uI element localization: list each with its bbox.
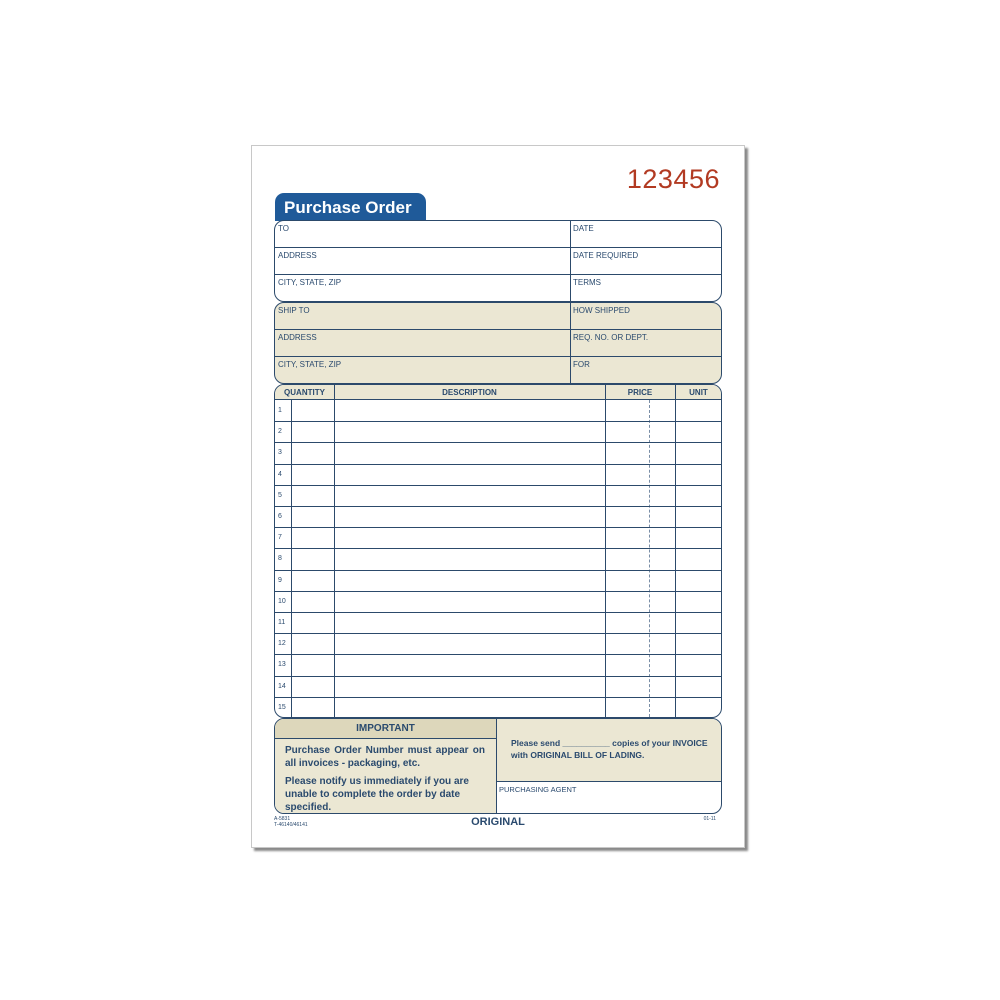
field-label: ADDRESS [278,251,317,260]
table-row[interactable]: 12 [278,640,286,648]
code-1: A-5831 [274,816,291,822]
table-row[interactable]: 11 [278,619,286,626]
table-row[interactable]: 1 [278,407,282,414]
table-row[interactable]: 8 [278,555,282,563]
invoice-note: Please send __________ copies of your IN… [511,738,708,760]
field-label: TO [278,224,289,233]
important-line-1: Purchase Order Number must appear on all… [285,745,485,769]
code-2: T-46140/46141 [274,822,308,828]
ship-section-field[interactable]: FOR [570,357,721,383]
header-description: DESCRIPTION [442,388,497,397]
table-row[interactable]: 9 [278,576,282,584]
table-row[interactable]: 7 [278,534,282,542]
field-label: HOW SHIPPED [573,306,630,315]
form-title: Purchase Order [275,193,426,221]
table-row[interactable]: 5 [278,491,282,499]
vendor-section: TO ADDRESS CITY, STATE, ZIP DATE DATE REQUIR… [274,220,722,302]
ship-section-field[interactable]: ADDRESS [275,330,570,357]
ship-section-field[interactable]: REQ. NO. OR DEPT. [570,330,721,357]
header-price: PRICE [627,388,653,397]
field-label: CITY, STATE, ZIP [278,360,342,369]
field-label: DATE [573,224,594,233]
field-label: CITY, STATE, ZIP [278,278,342,287]
field-label: TERMS [573,278,601,287]
date-code: 01-11 [703,816,716,822]
important-line-2: Please notify us immediately if you are … [285,776,469,813]
vendor-section-field[interactable]: CITY, STATE, ZIP [275,275,570,301]
vendor-section-field[interactable]: DATE REQUIRED [570,248,721,275]
form-number: 123456 [626,164,720,194]
vendor-section-field[interactable]: TERMS [570,275,721,301]
table-row[interactable]: 13 [278,661,286,669]
table-row[interactable]: 14 [278,682,286,690]
ship-section-field[interactable]: SHIP TO [275,303,570,330]
form-code: A-5831 T-46140/46141 [274,816,308,828]
field-label: REQ. NO. OR DEPT. [573,333,649,342]
field-label: SHIP TO [278,306,310,315]
important-heading: IMPORTANT [275,719,496,739]
ship-section-field[interactable]: HOW SHIPPED [570,303,721,330]
ship-section: SHIP TO ADDRESS CITY, STATE, ZIP HOW SHIPPE… [274,302,722,384]
table-row[interactable]: 10 [278,597,286,605]
field-label: FOR [573,360,590,369]
table-row[interactable]: 6 [278,513,282,520]
copy-label: ORIGINAL [471,816,525,828]
vendor-section-field[interactable]: ADDRESS [275,248,570,275]
header-unit: UNIT [689,388,708,397]
table-row[interactable]: 3 [278,449,282,457]
header-quantity: QUANTITY [284,388,325,397]
bottom-section: IMPORTANT Purchase Order Number must app… [274,718,722,814]
table-row[interactable]: 15 [278,703,286,711]
vendor-section-field[interactable]: DATE [570,221,721,248]
table-row[interactable]: 4 [278,470,282,478]
purchase-order-form: 123456 Purchase Order TO ADDRESS CITY, STA… [251,145,745,848]
field-label: DATE REQUIRED [573,251,639,260]
field-label: ADDRESS [278,333,317,342]
table-row[interactable]: 2 [278,428,282,436]
ship-section-field[interactable]: CITY, STATE, ZIP [275,357,570,383]
purchasing-agent-field[interactable]: PURCHASING AGENT [499,785,577,794]
vendor-section-field[interactable]: TO [275,221,570,248]
